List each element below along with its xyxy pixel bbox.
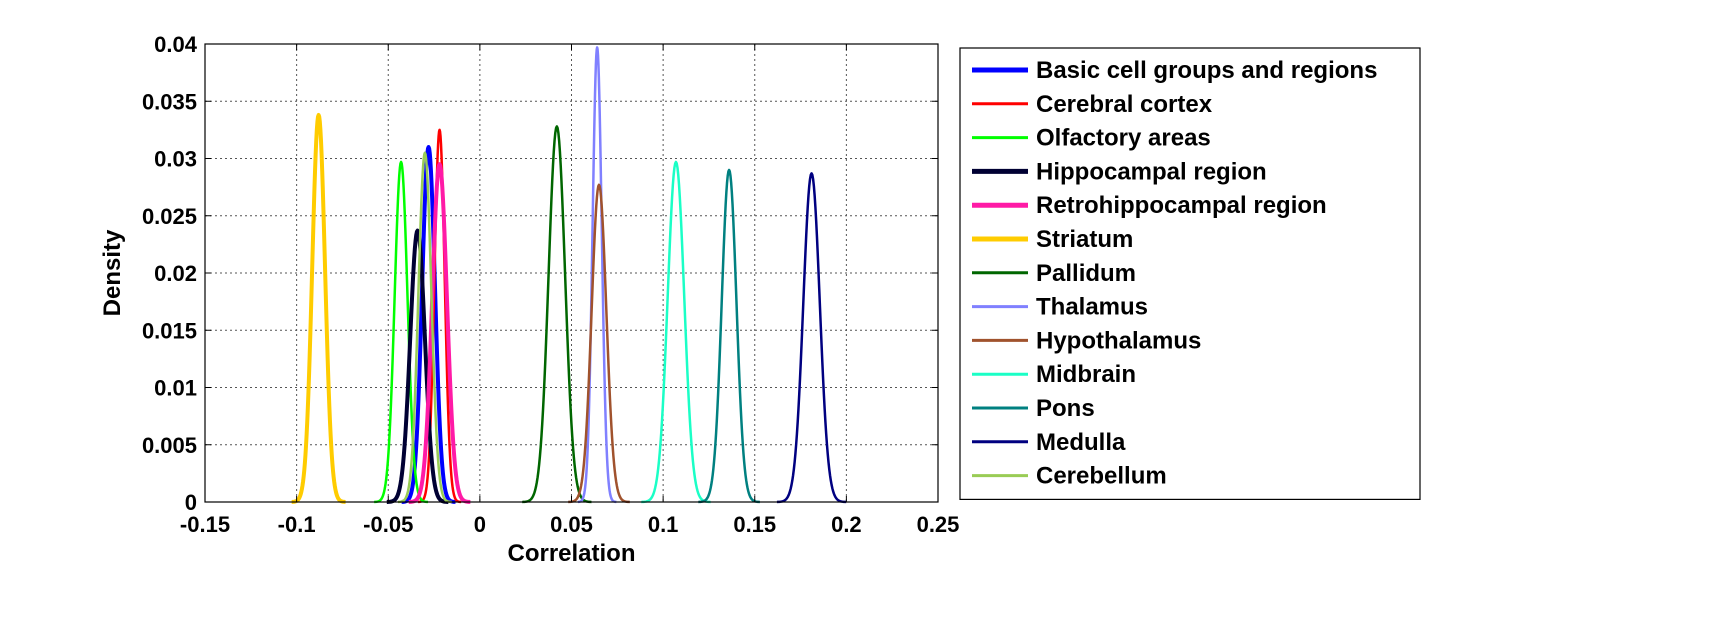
series-line-4 — [407, 162, 472, 504]
legend-label: Hippocampal region — [1036, 158, 1267, 185]
x-tick-label: 0.25 — [917, 512, 960, 537]
legend-label: Striatum — [1036, 226, 1133, 253]
axis-ticks: -0.15 -0.1 -0.05 0 0.05 0.1 0.15 0.2 0.25 0 0.005 0… — [142, 32, 959, 537]
series-line-9 — [640, 160, 712, 504]
series-line-10 — [697, 168, 761, 504]
legend-label: Basic cell groups and regions — [1036, 57, 1377, 84]
legend-label: Retrohippocampal region — [1036, 192, 1327, 219]
y-tick-label: 0 — [185, 490, 197, 515]
y-tick-label: 0.035 — [142, 89, 197, 114]
x-tick-label: -0.15 — [180, 512, 230, 537]
x-tick-label: 0.1 — [648, 512, 679, 537]
series-line-12 — [397, 151, 453, 504]
series-line-3 — [385, 228, 450, 504]
y-axis-label: Density — [99, 229, 126, 316]
series-line-0 — [400, 145, 457, 504]
series-line-8 — [567, 183, 631, 504]
y-tick-label: 0.03 — [154, 147, 197, 172]
legend-label: Midbrain — [1036, 361, 1136, 388]
series-line-6 — [521, 125, 592, 504]
legend-label: Cerebral cortex — [1036, 91, 1213, 118]
y-tick-label: 0.015 — [142, 318, 197, 343]
series-lines — [290, 46, 847, 504]
y-tick-label: 0.04 — [154, 32, 198, 57]
legend-label: Pallidum — [1036, 260, 1136, 287]
x-axis-label: Correlation — [507, 540, 635, 567]
legend-label: Pons — [1036, 395, 1095, 422]
legend-label: Cerebellum — [1036, 463, 1167, 490]
legend-label: Hypothalamus — [1036, 327, 1201, 354]
x-tick-label: 0.2 — [831, 512, 862, 537]
grid — [205, 44, 938, 502]
x-tick-label: -0.1 — [278, 512, 316, 537]
series-line-7 — [577, 46, 618, 504]
legend-box — [959, 47, 1421, 500]
y-tick-label: 0.01 — [154, 376, 197, 401]
legend-label: Thalamus — [1036, 294, 1148, 321]
x-tick-label: 0.05 — [550, 512, 593, 537]
series-line-1 — [417, 128, 462, 504]
legend-label: Olfactory areas — [1036, 125, 1211, 152]
series-line-11 — [776, 172, 847, 504]
x-tick-label: 0 — [474, 512, 486, 537]
y-tick-label: 0.025 — [142, 204, 197, 229]
x-tick-label: 0.15 — [733, 512, 776, 537]
series-line-5 — [290, 112, 347, 504]
legend-label: Medulla — [1036, 429, 1126, 456]
y-tick-label: 0.02 — [154, 261, 197, 286]
y-tick-label: 0.005 — [142, 433, 197, 458]
x-tick-label: -0.05 — [363, 512, 413, 537]
legend: Basic cell groups and regions Cerebral co… — [959, 47, 1421, 500]
